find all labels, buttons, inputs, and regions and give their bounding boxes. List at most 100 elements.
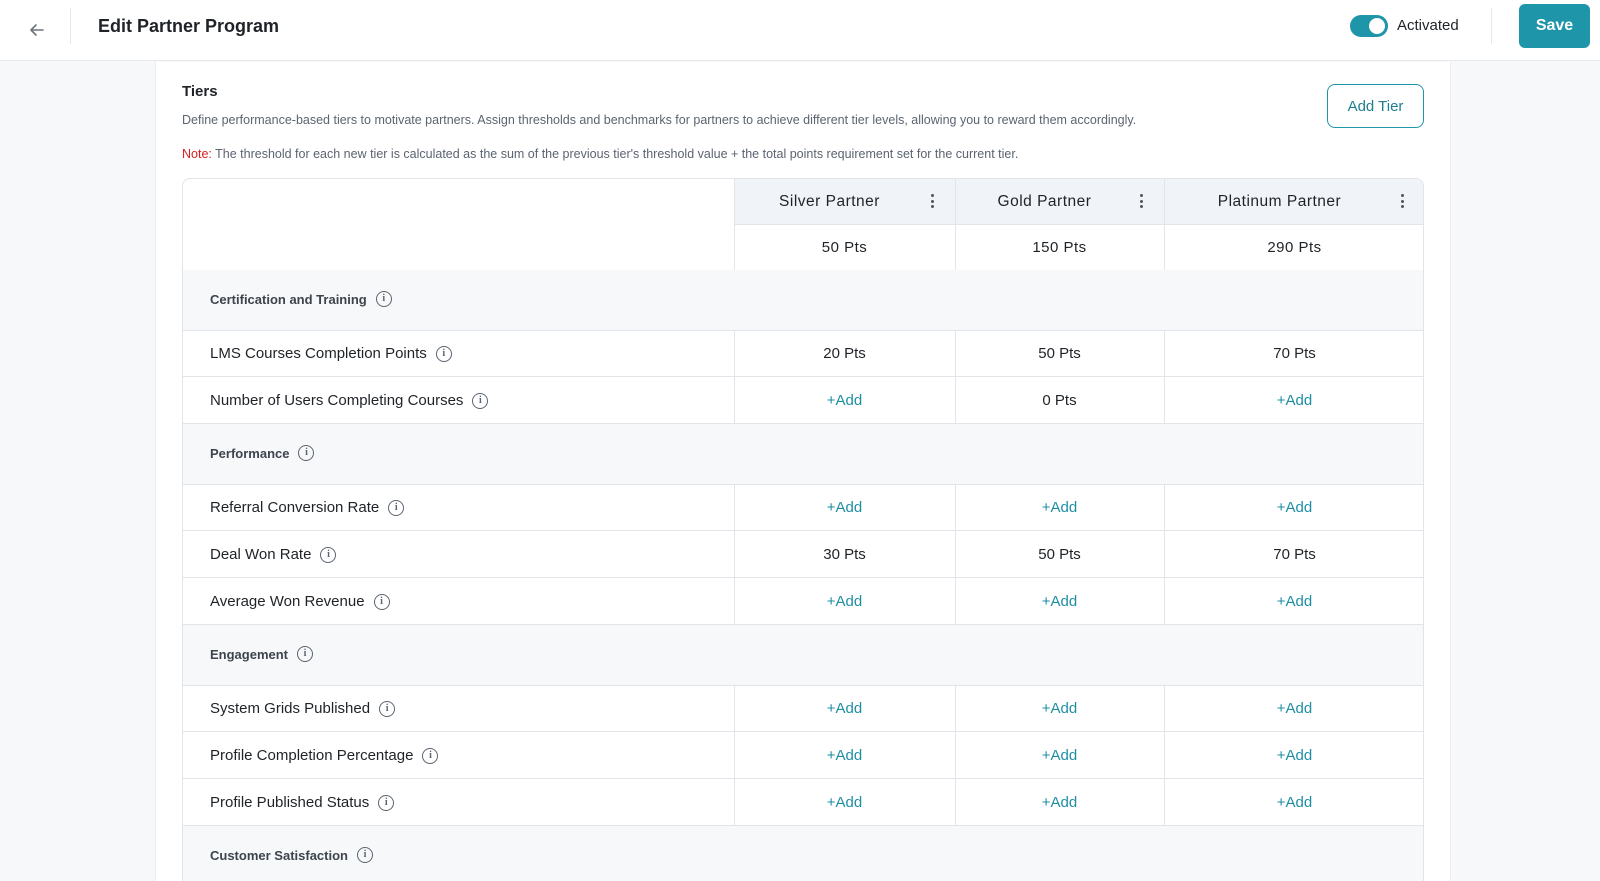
metric-label: Number of Users Completing Courses i <box>210 392 489 409</box>
info-icon[interactable]: i <box>435 345 452 362</box>
divider <box>1164 330 1165 377</box>
category-name: Performance <box>210 445 290 461</box>
category-name: Engagement <box>210 646 289 662</box>
info-icon[interactable]: i <box>472 392 489 409</box>
points-value: 50 Pts <box>1038 546 1081 563</box>
divider <box>955 377 956 424</box>
kebab-menu-icon[interactable] <box>926 192 938 210</box>
points-value: 20 Pts <box>823 345 866 362</box>
add-points-button[interactable]: +Add <box>1276 593 1313 610</box>
add-points-button[interactable]: +Add <box>826 794 863 811</box>
metric-name: Profile Published Status <box>210 794 370 811</box>
divider <box>1164 732 1165 779</box>
divider <box>955 330 956 377</box>
add-points-button[interactable]: +Add <box>826 593 863 610</box>
info-icon[interactable]: i <box>422 747 439 764</box>
add-points-button[interactable]: +Add <box>826 700 863 717</box>
metric-label: Profile Completion Percentage i <box>210 747 439 764</box>
add-points-button[interactable]: +Add <box>1041 499 1078 516</box>
note-text: The threshold for each new tier is calcu… <box>211 147 1019 161</box>
metric-name: Average Won Revenue <box>210 593 365 610</box>
divider <box>955 578 956 625</box>
note-label: Note: <box>182 147 212 161</box>
tier-name: Platinum Partner <box>1217 193 1342 210</box>
divider <box>1164 179 1165 270</box>
info-icon[interactable]: i <box>379 700 396 717</box>
divider <box>734 224 1423 225</box>
divider <box>1164 531 1165 578</box>
toggle-knob <box>1369 18 1385 34</box>
divider <box>955 484 956 531</box>
tier-header-3: Platinum Partner <box>1164 179 1423 224</box>
activation-toggle[interactable] <box>1350 15 1388 37</box>
divider <box>183 778 1423 779</box>
add-tier-button[interactable]: Add Tier <box>1327 84 1424 128</box>
divider <box>955 179 956 270</box>
divider <box>734 578 735 625</box>
info-icon[interactable]: i <box>373 593 390 610</box>
tier-threshold: 150 Pts <box>1032 238 1087 256</box>
divider <box>1164 484 1165 531</box>
tiers-section-title: Tiers <box>182 83 218 100</box>
add-points-button[interactable]: +Add <box>826 392 863 409</box>
divider <box>734 484 735 531</box>
points-value: 50 Pts <box>1038 345 1081 362</box>
metric-name: Referral Conversion Rate <box>210 499 380 516</box>
divider <box>1164 779 1165 826</box>
info-icon[interactable]: i <box>378 794 395 811</box>
divider <box>1164 578 1165 625</box>
category-label: Certification and Training i <box>210 291 392 307</box>
add-points-button[interactable]: +Add <box>1276 499 1313 516</box>
points-value: 30 Pts <box>823 546 866 563</box>
save-button[interactable]: Save <box>1519 4 1590 48</box>
add-points-button[interactable]: +Add <box>1041 593 1078 610</box>
kebab-menu-icon[interactable] <box>1396 192 1408 210</box>
back-button[interactable] <box>22 15 52 45</box>
info-icon[interactable]: i <box>297 646 314 662</box>
divider <box>734 531 735 578</box>
arrow-left-icon <box>30 24 44 36</box>
category-label: Engagement i <box>210 646 314 662</box>
metric-name: System Grids Published <box>210 700 371 717</box>
top-bar: Edit Partner Program Activated Save <box>0 0 1600 61</box>
add-points-button[interactable]: +Add <box>1276 794 1313 811</box>
tier-header-2: Gold Partner <box>955 179 1164 224</box>
add-points-button[interactable]: +Add <box>1276 747 1313 764</box>
metric-label: LMS Courses Completion Points i <box>210 345 452 362</box>
add-points-button[interactable]: +Add <box>1276 392 1313 409</box>
info-icon[interactable]: i <box>298 445 315 461</box>
divider <box>183 731 1423 732</box>
category-row: Performance i <box>183 424 1423 484</box>
category-label: Customer Satisfaction i <box>210 847 373 863</box>
divider <box>734 732 735 779</box>
divider <box>183 577 1423 578</box>
info-icon[interactable]: i <box>356 847 373 863</box>
metric-name: Profile Completion Percentage <box>210 747 414 764</box>
category-row: Certification and Training i <box>183 270 1423 330</box>
category-label: Performance i <box>210 445 315 461</box>
tier-header-1: Silver Partner <box>734 179 955 224</box>
divider <box>1164 685 1165 732</box>
add-points-button[interactable]: +Add <box>826 499 863 516</box>
add-points-button[interactable]: +Add <box>1041 747 1078 764</box>
divider <box>183 376 1423 377</box>
tiers-section-description: Define performance-based tiers to motiva… <box>182 113 1137 127</box>
divider <box>734 377 735 424</box>
metric-name: LMS Courses Completion Points <box>210 345 427 362</box>
divider <box>183 330 1423 331</box>
add-points-button[interactable]: +Add <box>826 747 863 764</box>
add-points-button[interactable]: +Add <box>1276 700 1313 717</box>
kebab-menu-icon[interactable] <box>1135 192 1147 210</box>
add-points-button[interactable]: +Add <box>1041 794 1078 811</box>
metric-label: Average Won Revenue i <box>210 593 390 610</box>
metric-name: Number of Users Completing Courses <box>210 392 464 409</box>
divider <box>183 825 1423 826</box>
points-value: 0 Pts <box>1042 392 1077 409</box>
info-icon[interactable]: i <box>375 291 392 307</box>
info-icon[interactable]: i <box>388 499 405 516</box>
info-icon[interactable]: i <box>320 546 337 563</box>
add-points-button[interactable]: +Add <box>1041 700 1078 717</box>
metric-label: System Grids Published i <box>210 700 396 717</box>
divider <box>734 779 735 826</box>
tier-name: Gold Partner <box>997 193 1092 210</box>
